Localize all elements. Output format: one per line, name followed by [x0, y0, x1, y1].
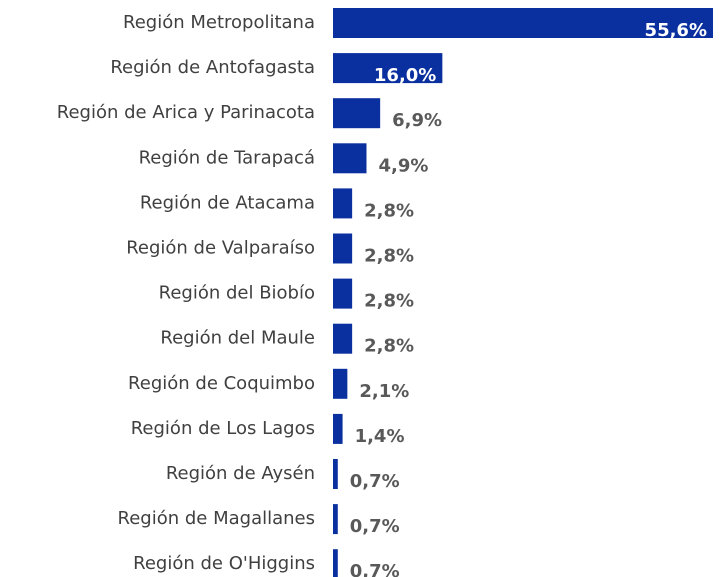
category-label: Región de Antofagasta [110, 57, 315, 78]
bar [333, 188, 353, 219]
category-label: Región de Arica y Parinacota [57, 102, 315, 123]
value-label: 2,8% [364, 291, 414, 312]
value-label: 2,8% [364, 336, 414, 357]
category-label: Región de Coquimbo [128, 373, 315, 394]
category-label: Región de Magallanes [118, 508, 315, 529]
category-label: Región del Maule [160, 328, 315, 349]
value-label: 0,7% [350, 516, 400, 537]
bar [333, 8, 713, 38]
bar [333, 233, 353, 264]
value-label: 16,0% [374, 65, 436, 86]
category-label: Región de O'Higgins [133, 553, 315, 574]
value-label: 0,7% [350, 471, 400, 492]
value-label: 6,9% [392, 110, 442, 131]
bar [333, 549, 338, 577]
bar [333, 323, 353, 354]
value-label: 0,7% [350, 561, 400, 577]
category-label: Región de Tarapacá [139, 147, 315, 168]
bar [333, 98, 381, 129]
category-label: Región de Atacama [140, 192, 315, 213]
value-label: 2,8% [364, 246, 414, 267]
bar [333, 278, 353, 309]
category-label: Región del Biobío [159, 283, 315, 304]
category-label: Región Metropolitana [123, 12, 315, 33]
bar [333, 368, 348, 399]
value-label: 4,9% [378, 155, 428, 176]
value-label: 2,1% [359, 381, 409, 402]
value-label: 55,6% [645, 20, 707, 41]
bar [333, 459, 338, 489]
category-label: Región de Valparaíso [126, 238, 315, 259]
category-label: Región de Los Lagos [131, 418, 315, 439]
bar [333, 504, 338, 535]
bar [333, 53, 443, 84]
value-label: 2,8% [364, 200, 414, 221]
bar [333, 413, 343, 444]
category-label: Región de Aysén [166, 463, 315, 484]
value-label: 1,4% [355, 426, 405, 447]
bar [333, 143, 367, 174]
